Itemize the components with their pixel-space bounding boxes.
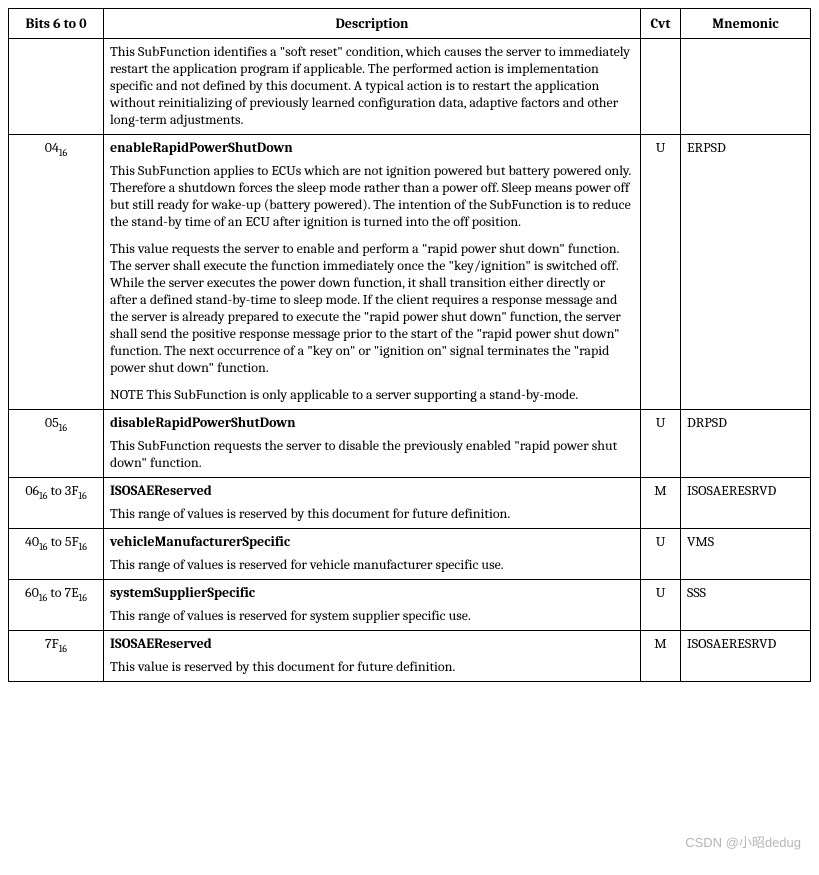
description-cell: disableRapidPowerShutDown This SubFunctio… xyxy=(104,410,641,478)
description-paragraph: NOTE This SubFunction is only applicable… xyxy=(110,386,634,403)
description-paragraph: This value is reserved by this document … xyxy=(110,658,634,675)
table-row: 0516 disableRapidPowerShutDown This SubFun… xyxy=(9,410,811,478)
description-paragraph: This value requests the server to enable… xyxy=(110,240,634,376)
subfunction-title: ISOSAEReserved xyxy=(110,635,634,652)
bits-cell: 7F16 xyxy=(9,631,104,682)
cvt-cell: M xyxy=(641,478,681,529)
header-mnem: Mnemonic xyxy=(681,9,811,39)
mnemonic-cell: ISOSAERESRVD xyxy=(681,478,811,529)
table-row: This SubFunction identifies a "soft rese… xyxy=(9,39,811,135)
table-row: 0616 to 3F16 ISOSAEReserved This range of … xyxy=(9,478,811,529)
bits-cell: 0416 xyxy=(9,135,104,410)
description-paragraph: This range of values is reserved for veh… xyxy=(110,556,634,573)
cvt-cell: U xyxy=(641,410,681,478)
table-row: 0416 enableRapidPowerShutDown This SubFunc… xyxy=(9,135,811,410)
subfunction-title: systemSupplierSpecific xyxy=(110,584,634,601)
cvt-cell xyxy=(641,39,681,135)
mnemonic-cell: ISOSAERESRVD xyxy=(681,631,811,682)
cvt-cell: U xyxy=(641,529,681,580)
cvt-cell: M xyxy=(641,631,681,682)
header-desc: Description xyxy=(104,9,641,39)
description-cell: enableRapidPowerShutDown This SubFunction… xyxy=(104,135,641,410)
description-cell: ISOSAEReserved This value is reserved by … xyxy=(104,631,641,682)
mnemonic-cell: DRPSD xyxy=(681,410,811,478)
table-row: 4016 to 5F16 vehicleManufacturerSpecific T… xyxy=(9,529,811,580)
subfunction-title: disableRapidPowerShutDown xyxy=(110,414,634,431)
description-paragraph: This SubFunction requests the server to … xyxy=(110,437,634,471)
mnemonic-cell: ERPSD xyxy=(681,135,811,410)
description-paragraph: This SubFunction identifies a "soft rese… xyxy=(110,43,634,128)
header-cvt: Cvt xyxy=(641,9,681,39)
cvt-cell: U xyxy=(641,135,681,410)
description-cell: systemSupplierSpecific This range of valu… xyxy=(104,580,641,631)
cvt-cell: U xyxy=(641,580,681,631)
subfunction-table: Bits 6 to 0 Description Cvt Mnemonic Thi… xyxy=(8,8,811,682)
description-cell: This SubFunction identifies a "soft rese… xyxy=(104,39,641,135)
subfunction-title: enableRapidPowerShutDown xyxy=(110,139,634,156)
table-row: 7F16 ISOSAEReserved This value is reserved… xyxy=(9,631,811,682)
bits-cell: 6016 to 7E16 xyxy=(9,580,104,631)
watermark: CSDN @小昭dedug xyxy=(685,832,801,851)
description-cell: ISOSAEReserved This range of values is re… xyxy=(104,478,641,529)
bits-cell: 0516 xyxy=(9,410,104,478)
subfunction-title: vehicleManufacturerSpecific xyxy=(110,533,634,550)
table-row: 6016 to 7E16 systemSupplierSpecific This r… xyxy=(9,580,811,631)
mnemonic-cell xyxy=(681,39,811,135)
description-paragraph: This range of values is reserved by this… xyxy=(110,505,634,522)
description-paragraph: This SubFunction applies to ECUs which a… xyxy=(110,162,634,230)
header-row: Bits 6 to 0 Description Cvt Mnemonic xyxy=(9,9,811,39)
description-paragraph: This range of values is reserved for sys… xyxy=(110,607,634,624)
mnemonic-cell: SSS xyxy=(681,580,811,631)
subfunction-title: ISOSAEReserved xyxy=(110,482,634,499)
mnemonic-cell: VMS xyxy=(681,529,811,580)
header-bits: Bits 6 to 0 xyxy=(9,9,104,39)
bits-cell xyxy=(9,39,104,135)
bits-cell: 0616 to 3F16 xyxy=(9,478,104,529)
bits-cell: 4016 to 5F16 xyxy=(9,529,104,580)
description-cell: vehicleManufacturerSpecific This range of… xyxy=(104,529,641,580)
